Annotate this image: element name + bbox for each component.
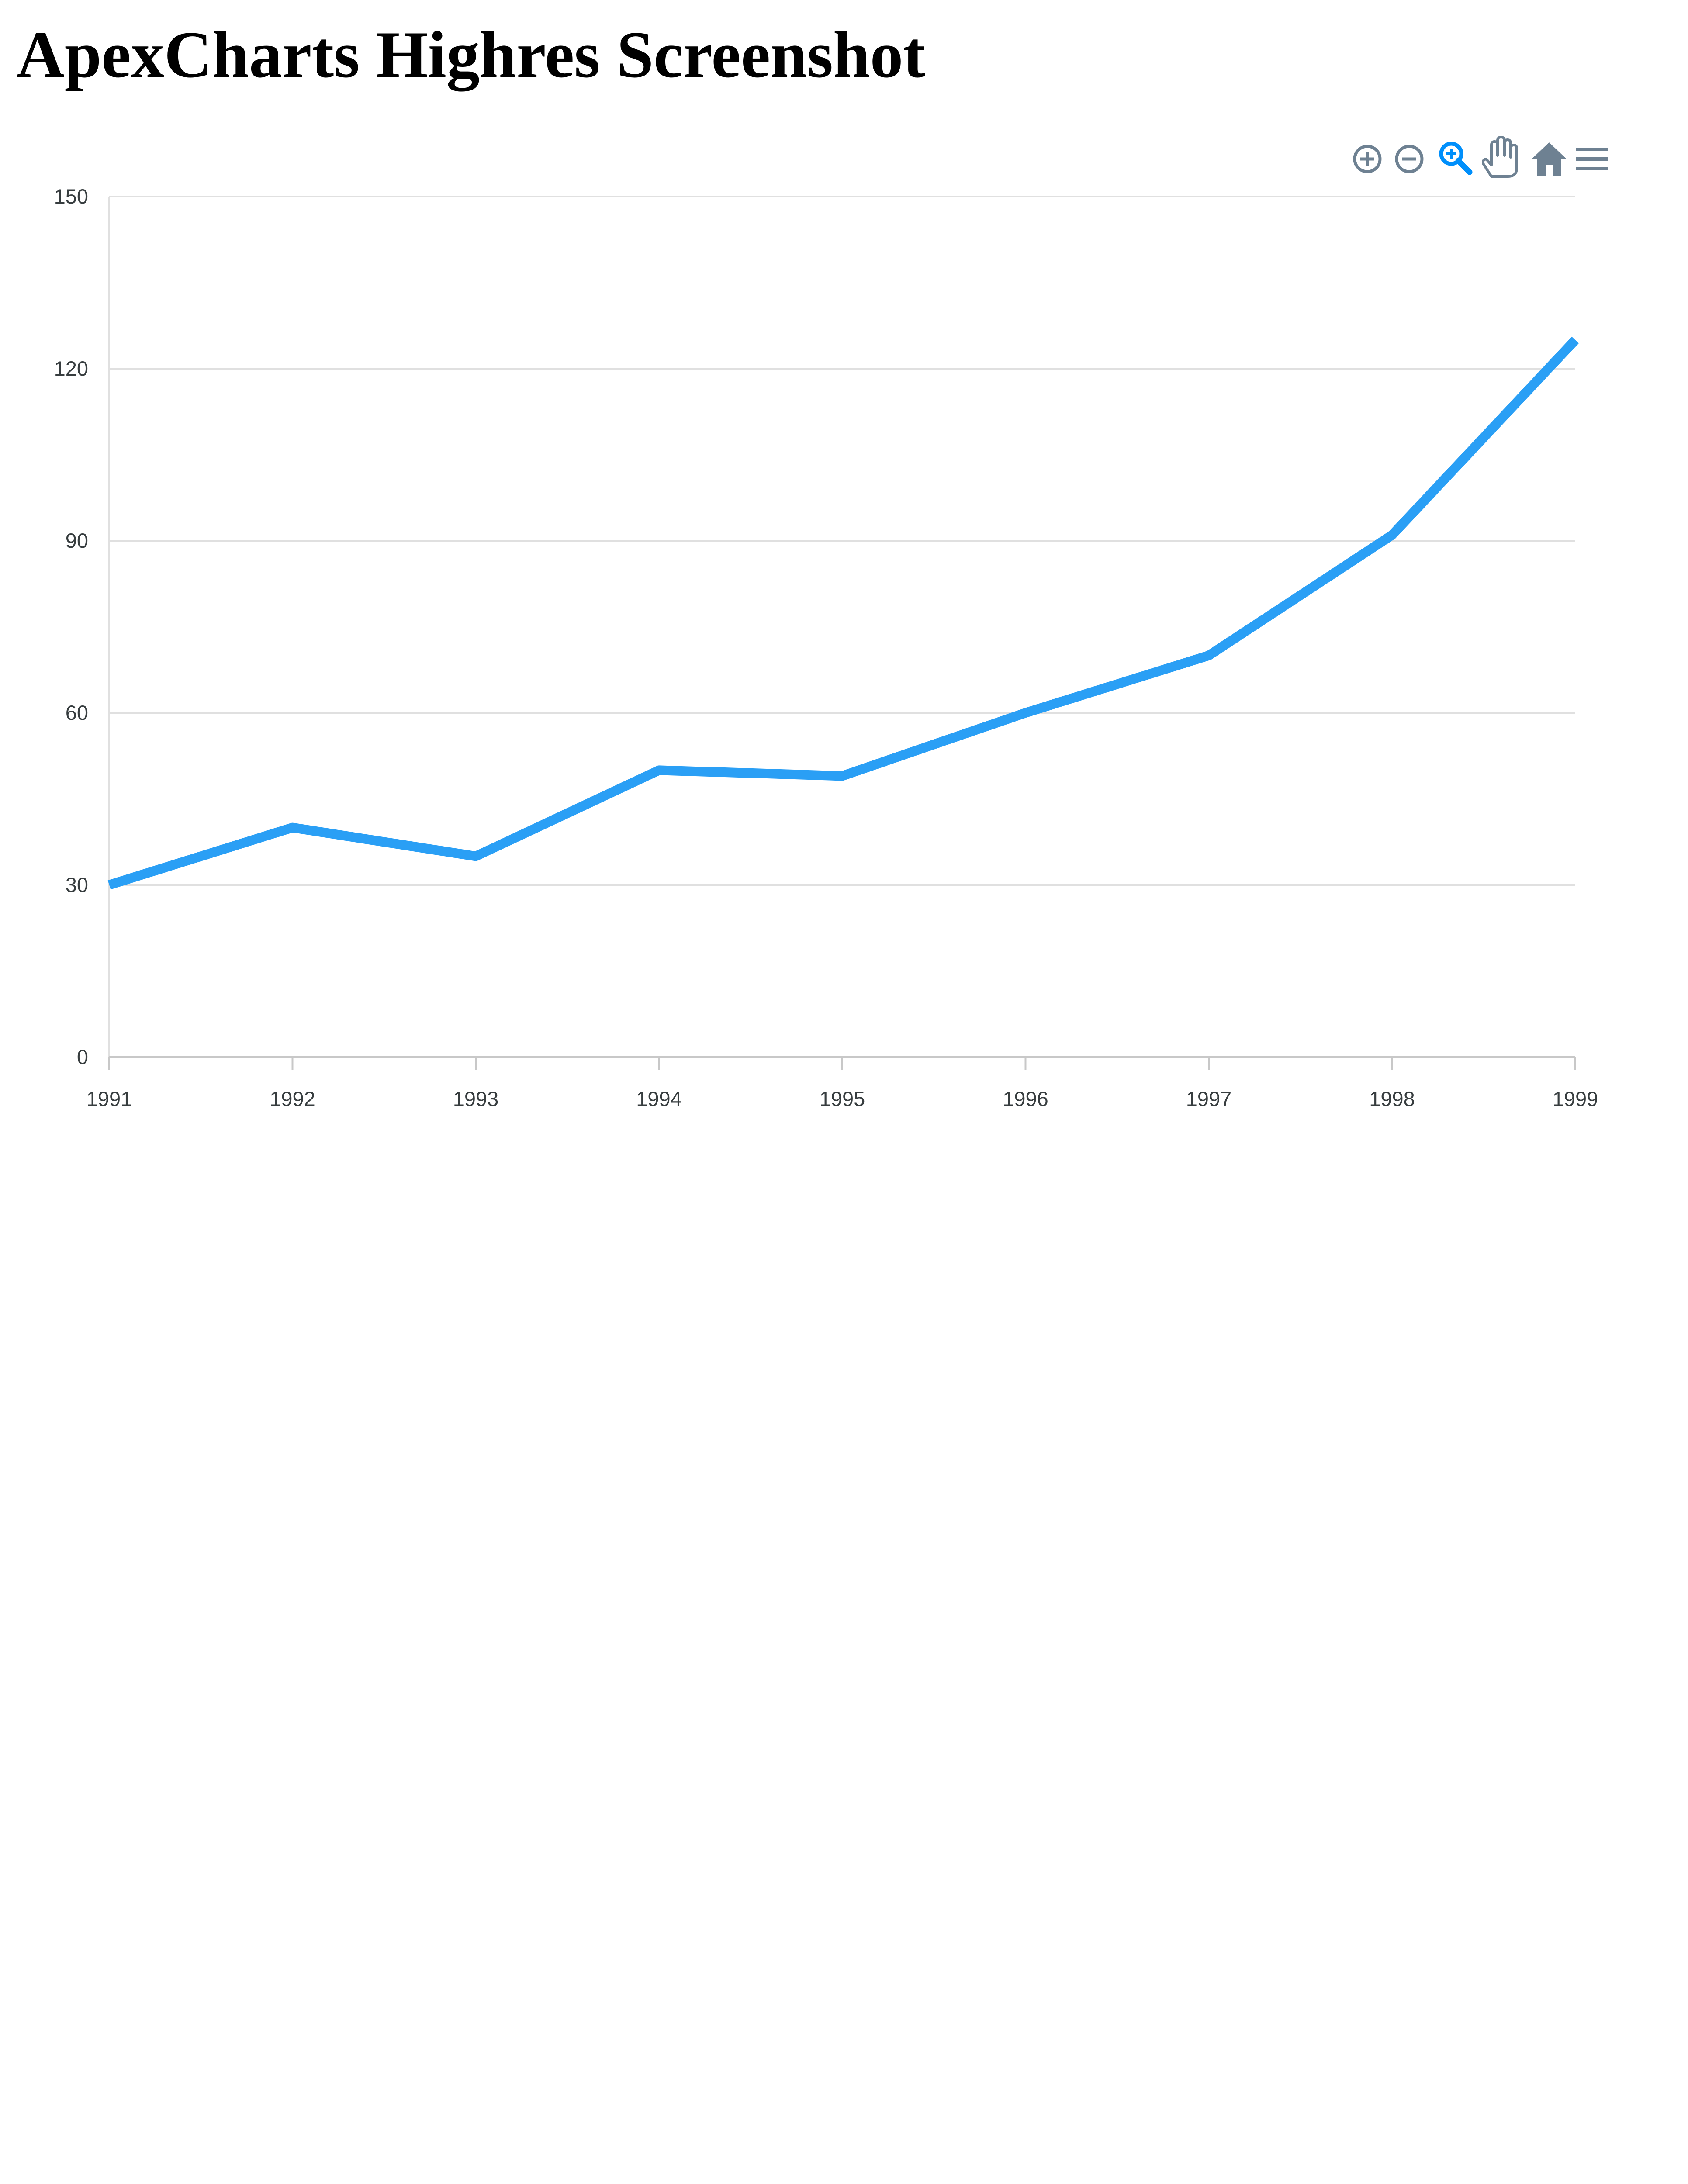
y-tick-label: 120 — [54, 357, 88, 380]
y-tick-label: 30 — [66, 873, 88, 896]
x-tick-label: 1998 — [1369, 1087, 1415, 1110]
x-tick-label: 1994 — [636, 1087, 682, 1110]
y-tick-label: 60 — [66, 701, 88, 724]
y-tick-label: 0 — [77, 1045, 88, 1068]
pan-icon[interactable] — [1481, 136, 1518, 178]
series-line — [107, 336, 1579, 890]
chart-series — [107, 336, 1579, 890]
reset-zoom-icon[interactable] — [1532, 142, 1567, 176]
y-tick-label: 90 — [66, 529, 88, 552]
menu-icon[interactable] — [1576, 148, 1608, 170]
chart-labels: 0 30 60 90 120 150 1991 1992 1993 1994 1995 1996 199… — [54, 185, 1598, 1110]
chart-toolbar — [1353, 136, 1608, 178]
line-chart: 0 30 60 90 120 150 1991 1992 1993 1994 1995 1996 199… — [54, 136, 1608, 1110]
x-tick-label: 1997 — [1186, 1087, 1232, 1110]
chart-grid — [109, 196, 1575, 886]
x-tick-label: 1996 — [1003, 1087, 1048, 1110]
x-tick-label: 1993 — [453, 1087, 499, 1110]
x-tick-label: 1991 — [86, 1087, 132, 1110]
zoom-in-icon[interactable] — [1353, 145, 1382, 173]
x-tick-label: 1992 — [270, 1087, 315, 1110]
y-tick-label: 150 — [54, 185, 88, 208]
page-title: ApexCharts Highres Screenshot — [17, 18, 926, 91]
x-tick-label: 1995 — [820, 1087, 865, 1110]
zoom-out-icon[interactable] — [1395, 145, 1424, 173]
selection-zoom-icon[interactable] — [1439, 142, 1473, 175]
x-tick-label: 1999 — [1553, 1087, 1598, 1110]
chart-axes — [108, 197, 1576, 1070]
